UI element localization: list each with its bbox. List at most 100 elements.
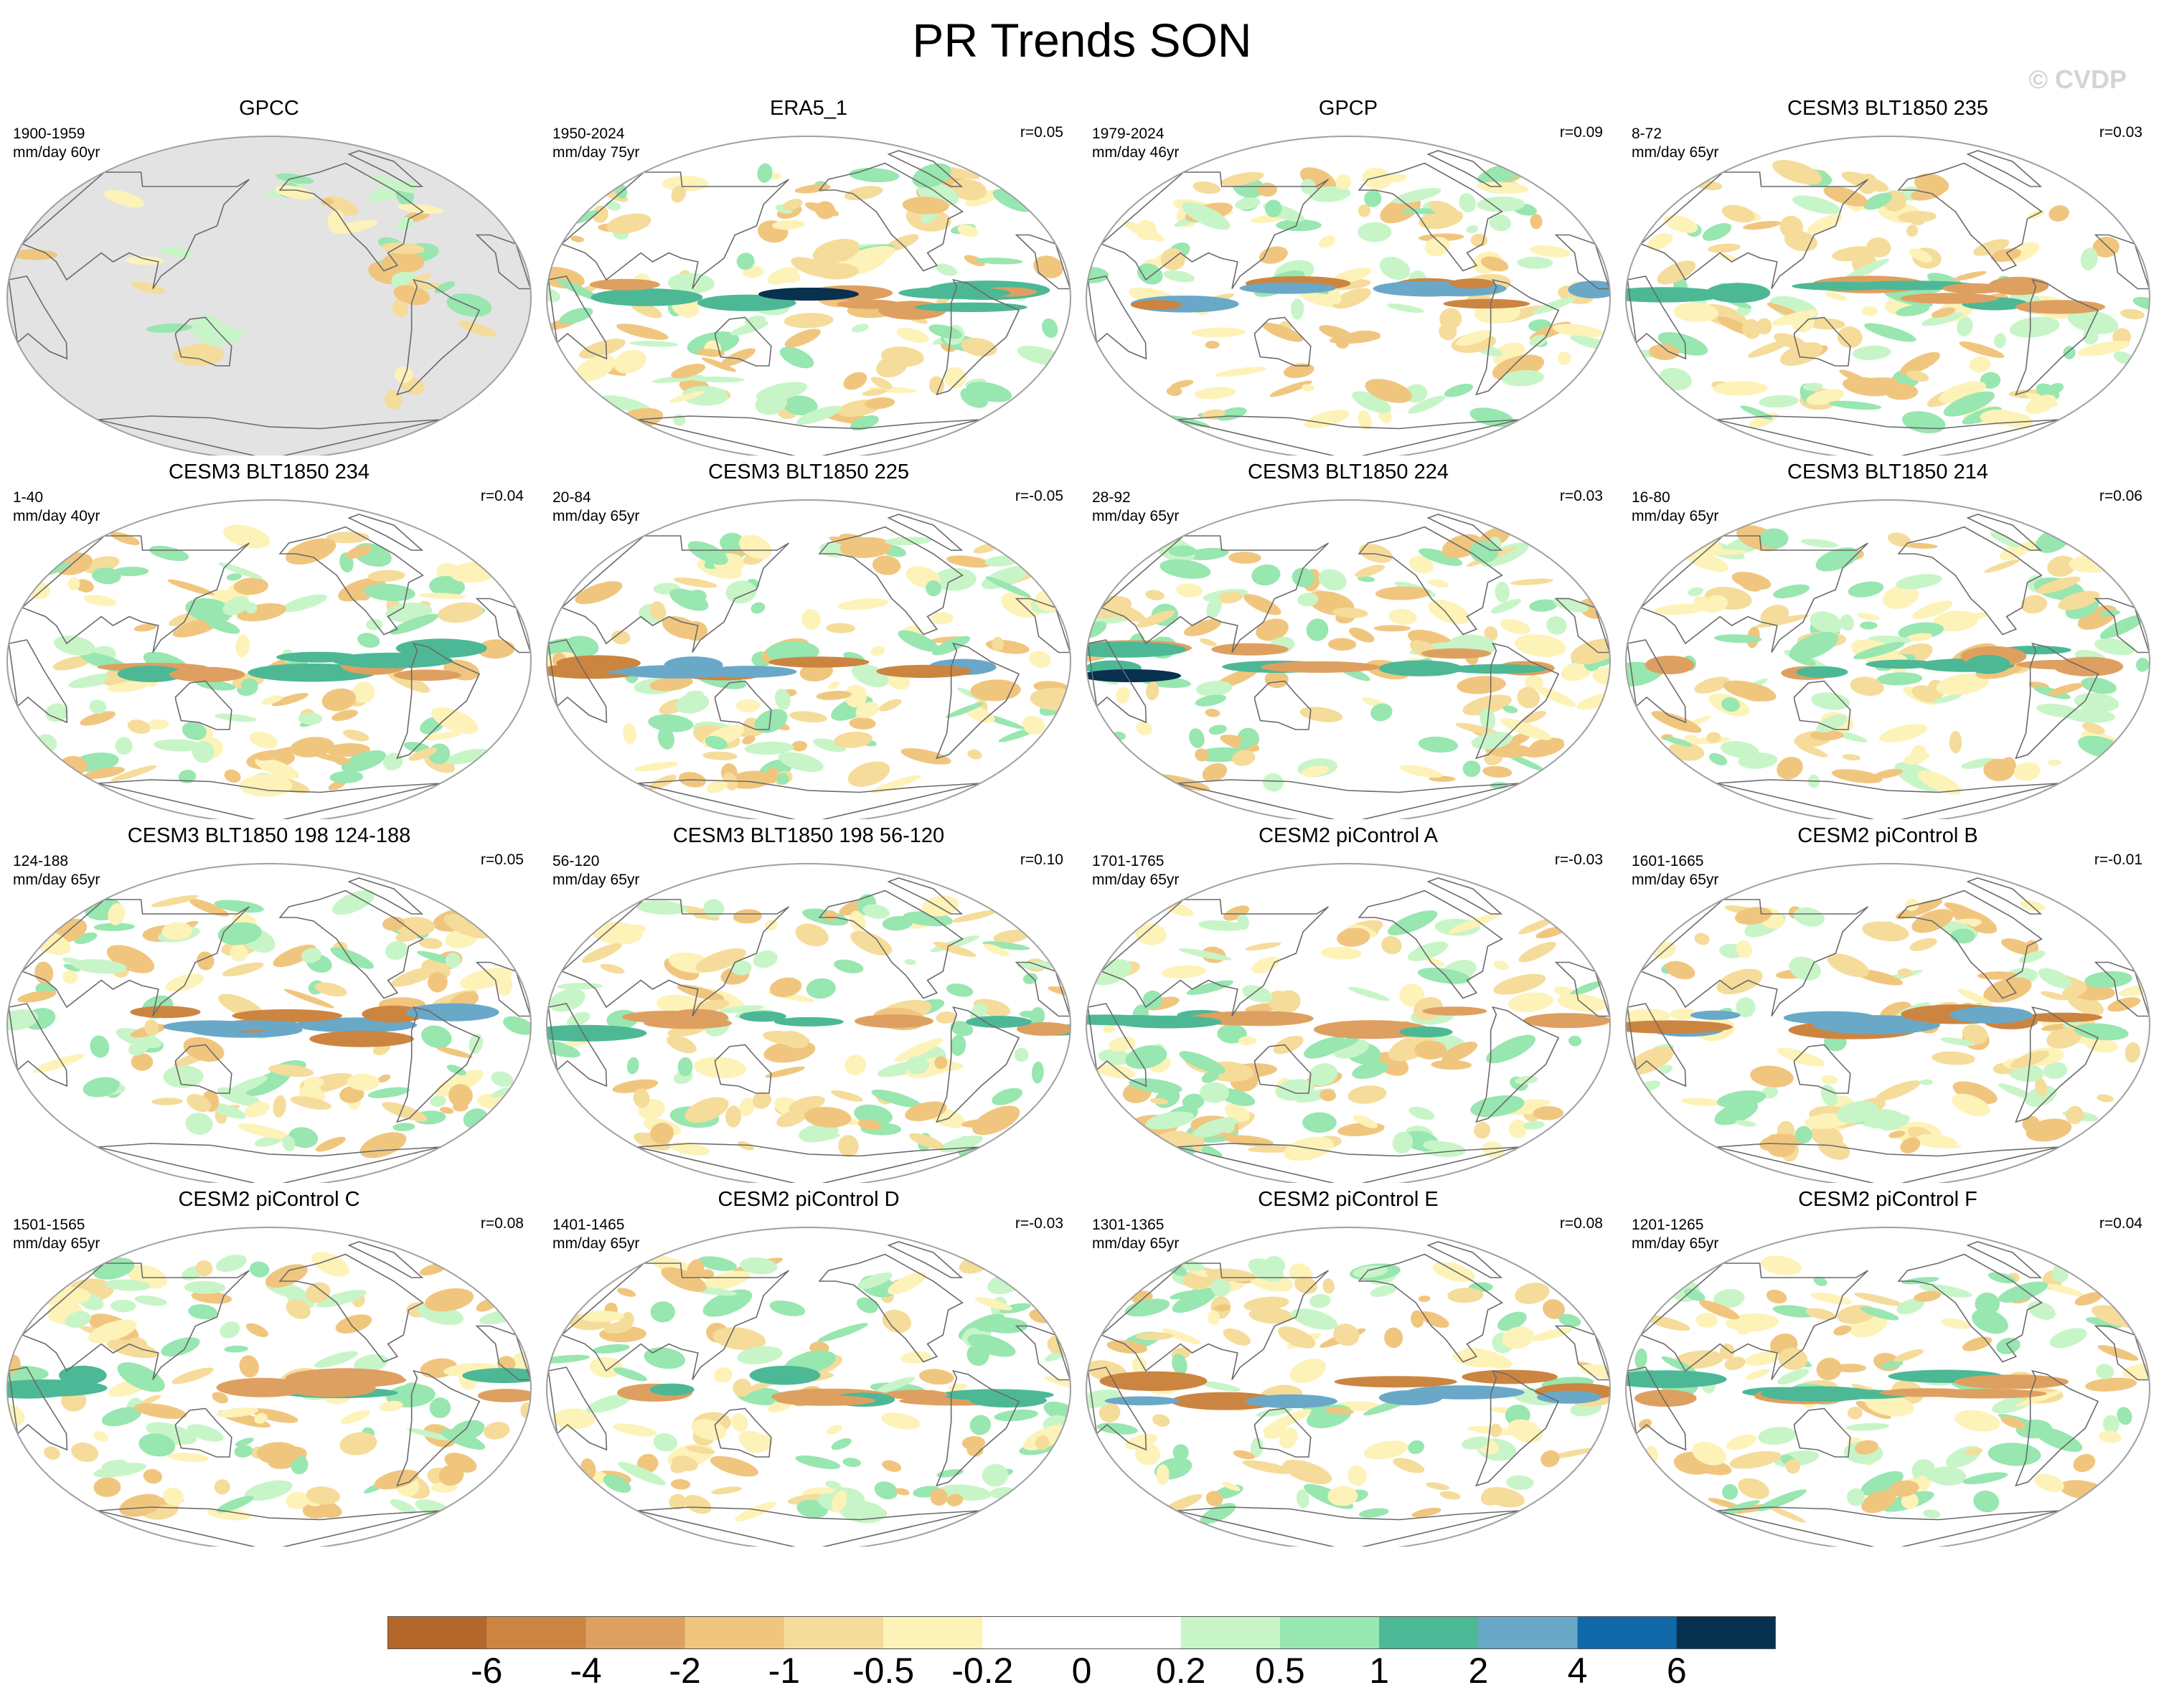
trend-patch (1813, 1276, 1827, 1286)
trend-patch (222, 1076, 268, 1098)
trend-patch (1694, 933, 1710, 945)
trend-patch (1651, 711, 1702, 733)
trend-patch (1758, 1426, 1796, 1445)
trend-patch (1536, 686, 1576, 707)
trend-patch (1972, 1309, 2008, 1334)
colorbar-tick-label: 0 (1071, 1651, 1092, 1691)
trend-patch (1289, 1358, 1327, 1384)
trend-patch (1810, 730, 1844, 741)
coastline (547, 1367, 608, 1451)
trend-patch (1683, 549, 1728, 572)
trend-patch (697, 1256, 737, 1271)
trend-patch (969, 1415, 991, 1435)
trend-patch (2001, 938, 2036, 956)
trend-patch (1962, 1024, 1988, 1044)
trend-patch (185, 1113, 213, 1135)
coastline (560, 535, 789, 653)
trend-patch (1552, 324, 1604, 338)
trend-patch (733, 909, 763, 924)
trend-patch (1297, 593, 1319, 607)
trend-patch (88, 1319, 137, 1344)
coastline (1358, 890, 1503, 999)
trend-field (547, 514, 1071, 819)
trend-patch (1386, 303, 1424, 313)
trend-patch (882, 915, 913, 931)
trend-patch (1358, 576, 1375, 582)
trend-patch (1816, 714, 1847, 733)
trend-patch (1721, 697, 1740, 712)
trend-patch (1716, 968, 1763, 995)
trend-patch (936, 1469, 964, 1478)
trend-patch (189, 898, 229, 917)
trend-patch (1911, 685, 1940, 703)
trend-patch (1335, 339, 1349, 349)
map-svg (546, 863, 1071, 1183)
trend-patch (339, 1432, 377, 1455)
trend-patch (1419, 1311, 1449, 1329)
trend-patch (1205, 1491, 1223, 1506)
trend-patch (1906, 370, 1929, 382)
trend-patch (1517, 686, 1540, 709)
trend-patch (1840, 614, 1855, 631)
trend-patch (1213, 1304, 1231, 1312)
panel-correlation: r=0.03 (1559, 488, 1603, 504)
trend-patch (1426, 1482, 1450, 1491)
trend-patch (1742, 319, 1761, 339)
trend-patch (188, 1304, 218, 1320)
trend-patch (306, 1486, 341, 1505)
trend-patch (874, 1481, 898, 1500)
trend-patch (1855, 1440, 1878, 1455)
panel-years: 1900-1959 (13, 126, 85, 142)
trend-patch (815, 201, 835, 220)
map-svg (1625, 136, 2150, 456)
trend-band-patch (1879, 1388, 1977, 1397)
trend-patch (110, 765, 157, 782)
trend-patch (875, 1377, 916, 1393)
trend-patch (1506, 1475, 1534, 1491)
coastline (1475, 278, 1560, 396)
trend-patch (1705, 595, 1728, 613)
trend-patch (1392, 187, 1441, 204)
coastline (1793, 680, 1851, 730)
trend-patch (857, 1272, 893, 1290)
trend-patch (850, 910, 866, 932)
trend-patch (795, 1455, 841, 1469)
trend-patch (1848, 581, 1884, 598)
map-outline (1625, 863, 2150, 1183)
trend-patch (902, 197, 949, 214)
trend-patch (1507, 992, 1553, 1012)
coastline (2015, 642, 2099, 760)
trend-patch (671, 185, 686, 203)
trend-patch (1883, 585, 1919, 609)
trend-patch (795, 923, 829, 947)
trend-patch (1388, 608, 1417, 626)
trend-patch (719, 1005, 764, 1014)
coastline (1640, 1263, 1868, 1380)
trend-patch (17, 990, 57, 1003)
trend-patch (223, 524, 270, 549)
trend-patch (286, 1491, 309, 1509)
trend-patch (1557, 351, 1571, 365)
trend-patch (1680, 1098, 1723, 1106)
trend-patch (834, 731, 872, 748)
trend-patch (1497, 1311, 1527, 1331)
trend-patch (616, 924, 646, 936)
trend-patch (419, 593, 466, 599)
coastline (1966, 1241, 2043, 1278)
trend-patch (1992, 1395, 2033, 1414)
trend-band-patch (876, 664, 972, 678)
trend-patch (782, 199, 803, 211)
map-svg (6, 1227, 532, 1547)
trend-band-patch (204, 1020, 306, 1030)
coastline (936, 1369, 1020, 1487)
trend-patch (1876, 672, 1923, 686)
trend-patch (32, 1054, 85, 1073)
trend-patch (843, 372, 867, 390)
trend-patch (2000, 1416, 2026, 1429)
trend-patch (315, 1136, 346, 1152)
trend-patch (887, 1272, 926, 1295)
trend-patch (101, 1459, 128, 1471)
trend-extreme-patch (758, 288, 859, 301)
trend-patch (1860, 1306, 1899, 1321)
trend-band-patch (309, 1030, 414, 1047)
